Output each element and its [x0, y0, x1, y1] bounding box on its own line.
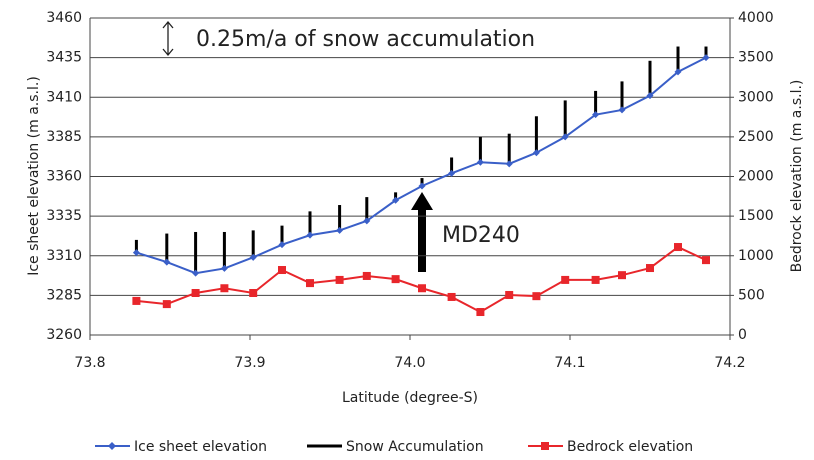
marker [249, 288, 258, 297]
marker [591, 275, 600, 284]
marker [220, 284, 229, 293]
marker [646, 92, 654, 100]
marker [618, 271, 626, 280]
marker [162, 300, 171, 309]
legend-label: Bedrock elevation [567, 439, 693, 455]
marker [702, 256, 710, 265]
marker [646, 264, 654, 273]
y-tick-label: 3435 [46, 50, 82, 66]
marker [532, 149, 540, 157]
x-tick-label: 74.0 [394, 355, 425, 371]
y-tick-label: 3385 [46, 129, 82, 145]
marker [391, 275, 400, 284]
marker [192, 269, 200, 277]
marker [278, 266, 286, 275]
marker [418, 284, 426, 293]
marker [448, 169, 456, 177]
marker [362, 271, 371, 280]
marker [674, 243, 682, 252]
marker [592, 111, 600, 119]
y-tick-label: 3460 [46, 10, 82, 26]
y-tick-label: 3260 [46, 327, 82, 343]
marker [561, 275, 570, 284]
marker [674, 68, 682, 76]
y-tick-label: 3360 [46, 169, 82, 185]
y2-tick-label: 1500 [738, 208, 774, 224]
y-axis-label: Ice sheet elevation (m a.s.l.) [26, 76, 42, 276]
x-tick-label: 73.8 [74, 355, 105, 371]
marker [702, 54, 710, 62]
marker [336, 226, 344, 234]
y-tick-label: 3335 [46, 208, 82, 224]
y2-tick-label: 4000 [738, 10, 774, 26]
marker [163, 258, 171, 266]
marker [392, 196, 400, 204]
marker [505, 160, 513, 168]
y2-tick-label: 2000 [738, 169, 774, 185]
legend: Ice sheet elevation Snow Accumulation Be… [95, 439, 693, 455]
marker [561, 133, 569, 141]
md240-arrow [411, 192, 433, 272]
annotation: 0.25m/a of snow accumulation [196, 27, 535, 52]
x-tick-label: 74.1 [554, 355, 585, 371]
marker [618, 106, 626, 114]
marker [532, 292, 541, 301]
marker [249, 253, 257, 261]
x-tick-label: 73.9 [234, 355, 265, 371]
x-tick-label: 74.2 [714, 355, 745, 371]
y2-tick-label: 3500 [738, 50, 774, 66]
x-axis-label: Latitude (degree-S) [342, 390, 478, 406]
marker [476, 158, 484, 166]
y2-tick-label: 500 [738, 287, 765, 303]
marker [132, 249, 140, 257]
legend-label: Ice sheet elevation [134, 439, 267, 455]
marker [306, 279, 314, 288]
y2-tick-label: 1000 [738, 248, 774, 264]
y-tick-label: 3285 [46, 287, 82, 303]
marker [220, 264, 228, 272]
marker [418, 182, 426, 190]
annotation: MD240 [442, 223, 520, 248]
y2-tick-label: 3000 [738, 89, 774, 105]
marker [476, 308, 485, 317]
marker [363, 217, 371, 225]
marker [278, 241, 286, 249]
marker [335, 275, 344, 284]
snow-scale-arrow [162, 20, 174, 57]
marker [505, 290, 514, 299]
y-tick-label: 3310 [46, 248, 82, 264]
y2-tick-label: 0 [738, 327, 747, 343]
marker [191, 288, 200, 297]
marker [132, 296, 141, 305]
marker [306, 231, 314, 239]
y-tick-label: 3410 [46, 89, 82, 105]
y2-axis-label: Bedrock elevation (m a.s.l.) [789, 80, 805, 273]
y2-tick-label: 2500 [738, 129, 774, 145]
legend-label: Snow Accumulation [346, 439, 484, 455]
marker [447, 292, 456, 301]
